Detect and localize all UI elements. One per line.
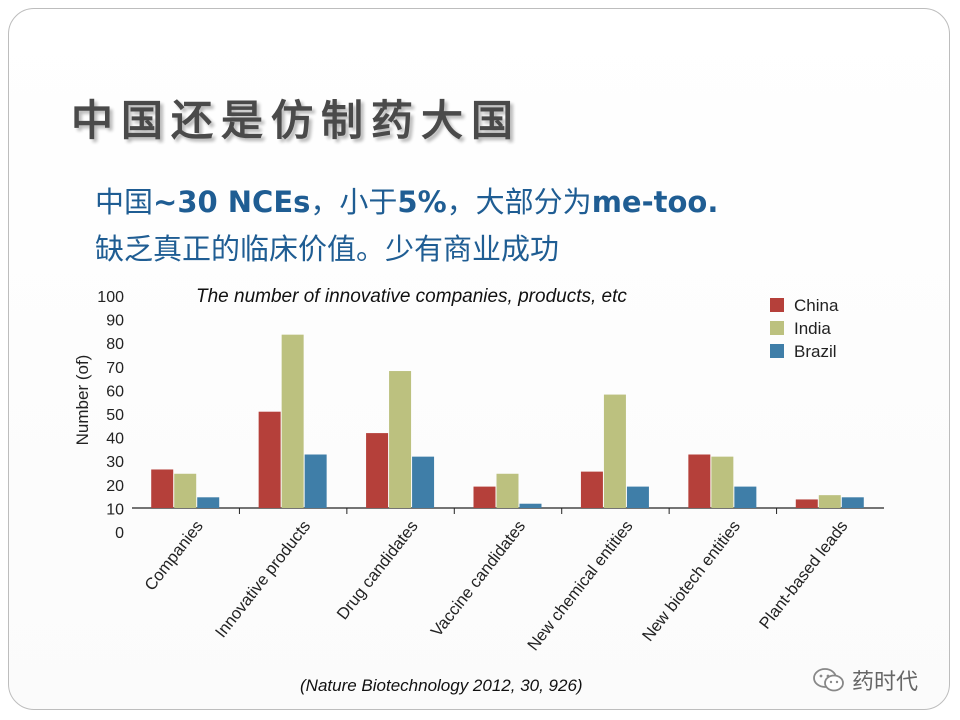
legend-label-india: India: [794, 319, 831, 338]
y-tick-label: 20: [106, 478, 124, 495]
subtitle-text: 中国: [95, 185, 154, 219]
bar-india: [496, 473, 519, 508]
subtitle-text: ，小于: [310, 185, 398, 219]
legend-swatch-india: [770, 321, 784, 335]
subtitle-line-1: 中国~30 NCEs，小于5%，大部分为me-too.: [95, 179, 718, 221]
bar-china: [366, 433, 389, 508]
subtitle-line-2: 缺乏真正的临床价值。少有商业成功: [95, 232, 560, 266]
y-tick-label: 30: [106, 454, 124, 471]
bar-china: [258, 411, 281, 508]
bar-india: [603, 394, 626, 508]
x-tick-label: New chemical entities: [524, 517, 636, 654]
y-tick-label: 80: [106, 336, 124, 353]
bar-brazil: [626, 486, 649, 508]
bar-china: [688, 454, 711, 508]
y-axis-label: Number (of): [73, 355, 92, 446]
bar-brazil: [304, 454, 327, 508]
subtitle-text: ，大部分为: [446, 185, 592, 219]
bar-china: [580, 471, 603, 508]
x-tick-label: Innovative products: [212, 517, 314, 641]
legend-swatch-china: [770, 298, 784, 312]
legend-label-china: China: [794, 296, 839, 315]
bar-brazil: [519, 503, 542, 508]
x-tick-label: Companies: [141, 517, 207, 594]
legend-label-brazil: Brazil: [794, 342, 837, 361]
bar-brazil: [734, 486, 757, 508]
legend-swatch-brazil: [770, 344, 784, 358]
y-tick-label: 10: [106, 501, 124, 518]
x-tick-label: Vaccine candidates: [428, 517, 530, 640]
watermark: 药时代: [812, 664, 918, 696]
slide-title: 中国还是仿制药大国: [71, 96, 522, 145]
x-tick-label: Drug candidates: [334, 517, 422, 623]
y-tick-label: 100: [97, 289, 124, 306]
bar-brazil: [412, 456, 435, 508]
slide: 中国还是仿制药大国 中国~30 NCEs，小于5%，大部分为me-too. 缺乏…: [8, 8, 950, 710]
subtitle-nce-count: ~30 NCEs: [153, 185, 311, 219]
bar-china: [151, 469, 174, 508]
x-tick-label: Plant-based leads: [756, 517, 852, 632]
chart-title: The number of innovative companies, prod…: [196, 286, 627, 307]
y-tick-label: 90: [106, 313, 124, 330]
wechat-icon: [812, 666, 846, 694]
watermark-text: 药时代: [852, 670, 919, 695]
subtitle-percent: 5%: [397, 185, 447, 219]
bar-china: [795, 499, 818, 508]
bar-india: [818, 495, 841, 508]
y-tick-label: 40: [106, 431, 124, 448]
y-tick-label: 60: [106, 383, 124, 400]
x-tick-label: New biotech entities: [639, 517, 744, 644]
bar-india: [281, 334, 304, 508]
subtitle-me-too: me-too.: [591, 185, 719, 219]
bar-brazil: [841, 497, 864, 508]
bar-india: [174, 473, 197, 508]
y-tick-label: 0: [115, 525, 124, 542]
bar-china: [473, 486, 496, 508]
bar-india: [389, 371, 412, 508]
y-tick-label: 70: [106, 360, 124, 377]
bar-india: [711, 456, 734, 508]
bar-brazil: [197, 497, 220, 508]
source-citation: (Nature Biotechnology 2012, 30, 926): [300, 676, 583, 695]
y-tick-label: 50: [106, 407, 124, 424]
